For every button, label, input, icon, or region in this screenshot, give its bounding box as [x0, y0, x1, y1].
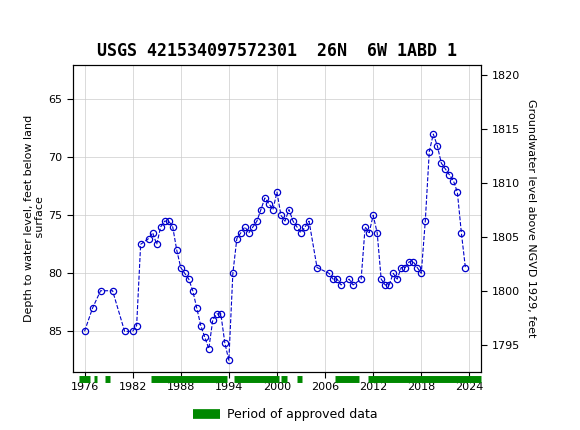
Text: ≡USGS: ≡USGS [3, 9, 57, 26]
Text: Period of approved data: Period of approved data [227, 408, 378, 421]
Y-axis label: Groundwater level above NGVD 1929, feet: Groundwater level above NGVD 1929, feet [525, 99, 535, 338]
Y-axis label: Depth to water level, feet below land
 surface: Depth to water level, feet below land su… [24, 115, 45, 322]
Title: USGS 421534097572301  26N  6W 1ABD 1: USGS 421534097572301 26N 6W 1ABD 1 [97, 42, 457, 60]
